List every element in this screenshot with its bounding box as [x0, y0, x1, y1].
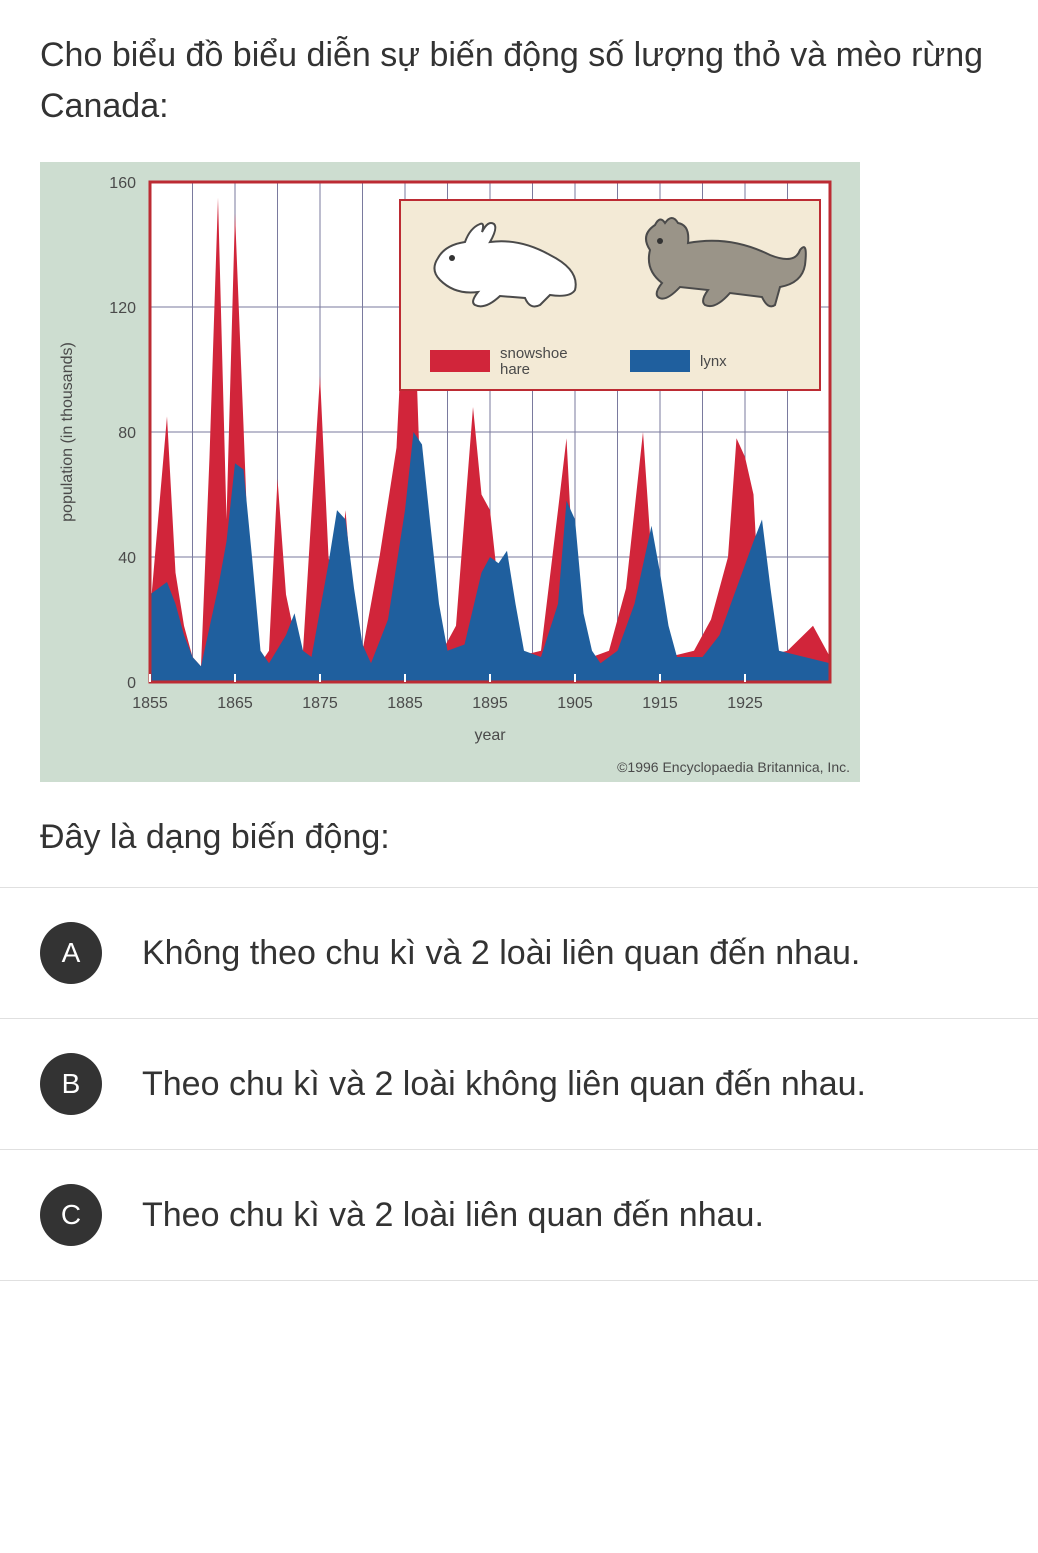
- svg-text:lynx: lynx: [700, 353, 727, 370]
- svg-text:1915: 1915: [642, 695, 678, 712]
- option-letter: C: [40, 1184, 102, 1246]
- option-text: Không theo chu kì và 2 loài liên quan đế…: [142, 934, 860, 973]
- svg-text:1875: 1875: [302, 695, 338, 712]
- svg-text:1855: 1855: [132, 695, 168, 712]
- svg-text:0: 0: [127, 675, 136, 692]
- svg-text:population (in thousands): population (in thousands): [59, 342, 76, 522]
- svg-text:40: 40: [118, 550, 136, 567]
- svg-text:snowshoe: snowshoe: [500, 345, 568, 362]
- option-letter: B: [40, 1053, 102, 1115]
- option-a[interactable]: A Không theo chu kì và 2 loài liên quan …: [0, 887, 1038, 1018]
- answer-options: A Không theo chu kì và 2 loài liên quan …: [0, 887, 1038, 1281]
- option-text: Theo chu kì và 2 loài liên quan đến nhau…: [142, 1196, 764, 1235]
- svg-text:80: 80: [118, 425, 136, 442]
- svg-text:1865: 1865: [217, 695, 253, 712]
- quiz-container: Cho biểu đồ biểu diễn sự biến động số lư…: [0, 0, 1038, 1321]
- svg-text:1895: 1895: [472, 695, 508, 712]
- option-text: Theo chu kì và 2 loài không liên quan đế…: [142, 1065, 866, 1104]
- question-prompt: Đây là dạng biến động:: [40, 818, 998, 857]
- svg-text:year: year: [474, 727, 506, 744]
- svg-text:160: 160: [109, 175, 136, 192]
- svg-text:1905: 1905: [557, 695, 593, 712]
- svg-text:©1996 Encyclopaedia Britannica: ©1996 Encyclopaedia Britannica, Inc.: [617, 759, 850, 775]
- svg-text:1925: 1925: [727, 695, 763, 712]
- population-chart: 1855 1865 1875 1885 1895 1905 1915 1925 0 40 80 120…: [40, 162, 860, 782]
- option-letter: A: [40, 922, 102, 984]
- svg-text:1885: 1885: [387, 695, 423, 712]
- svg-text:120: 120: [109, 300, 136, 317]
- svg-text:hare: hare: [500, 361, 530, 378]
- option-c[interactable]: C Theo chu kì và 2 loài liên quan đến nh…: [0, 1149, 1038, 1281]
- option-b[interactable]: B Theo chu kì và 2 loài không liên quan …: [0, 1018, 1038, 1149]
- question-intro: Cho biểu đồ biểu diễn sự biến động số lư…: [40, 30, 998, 132]
